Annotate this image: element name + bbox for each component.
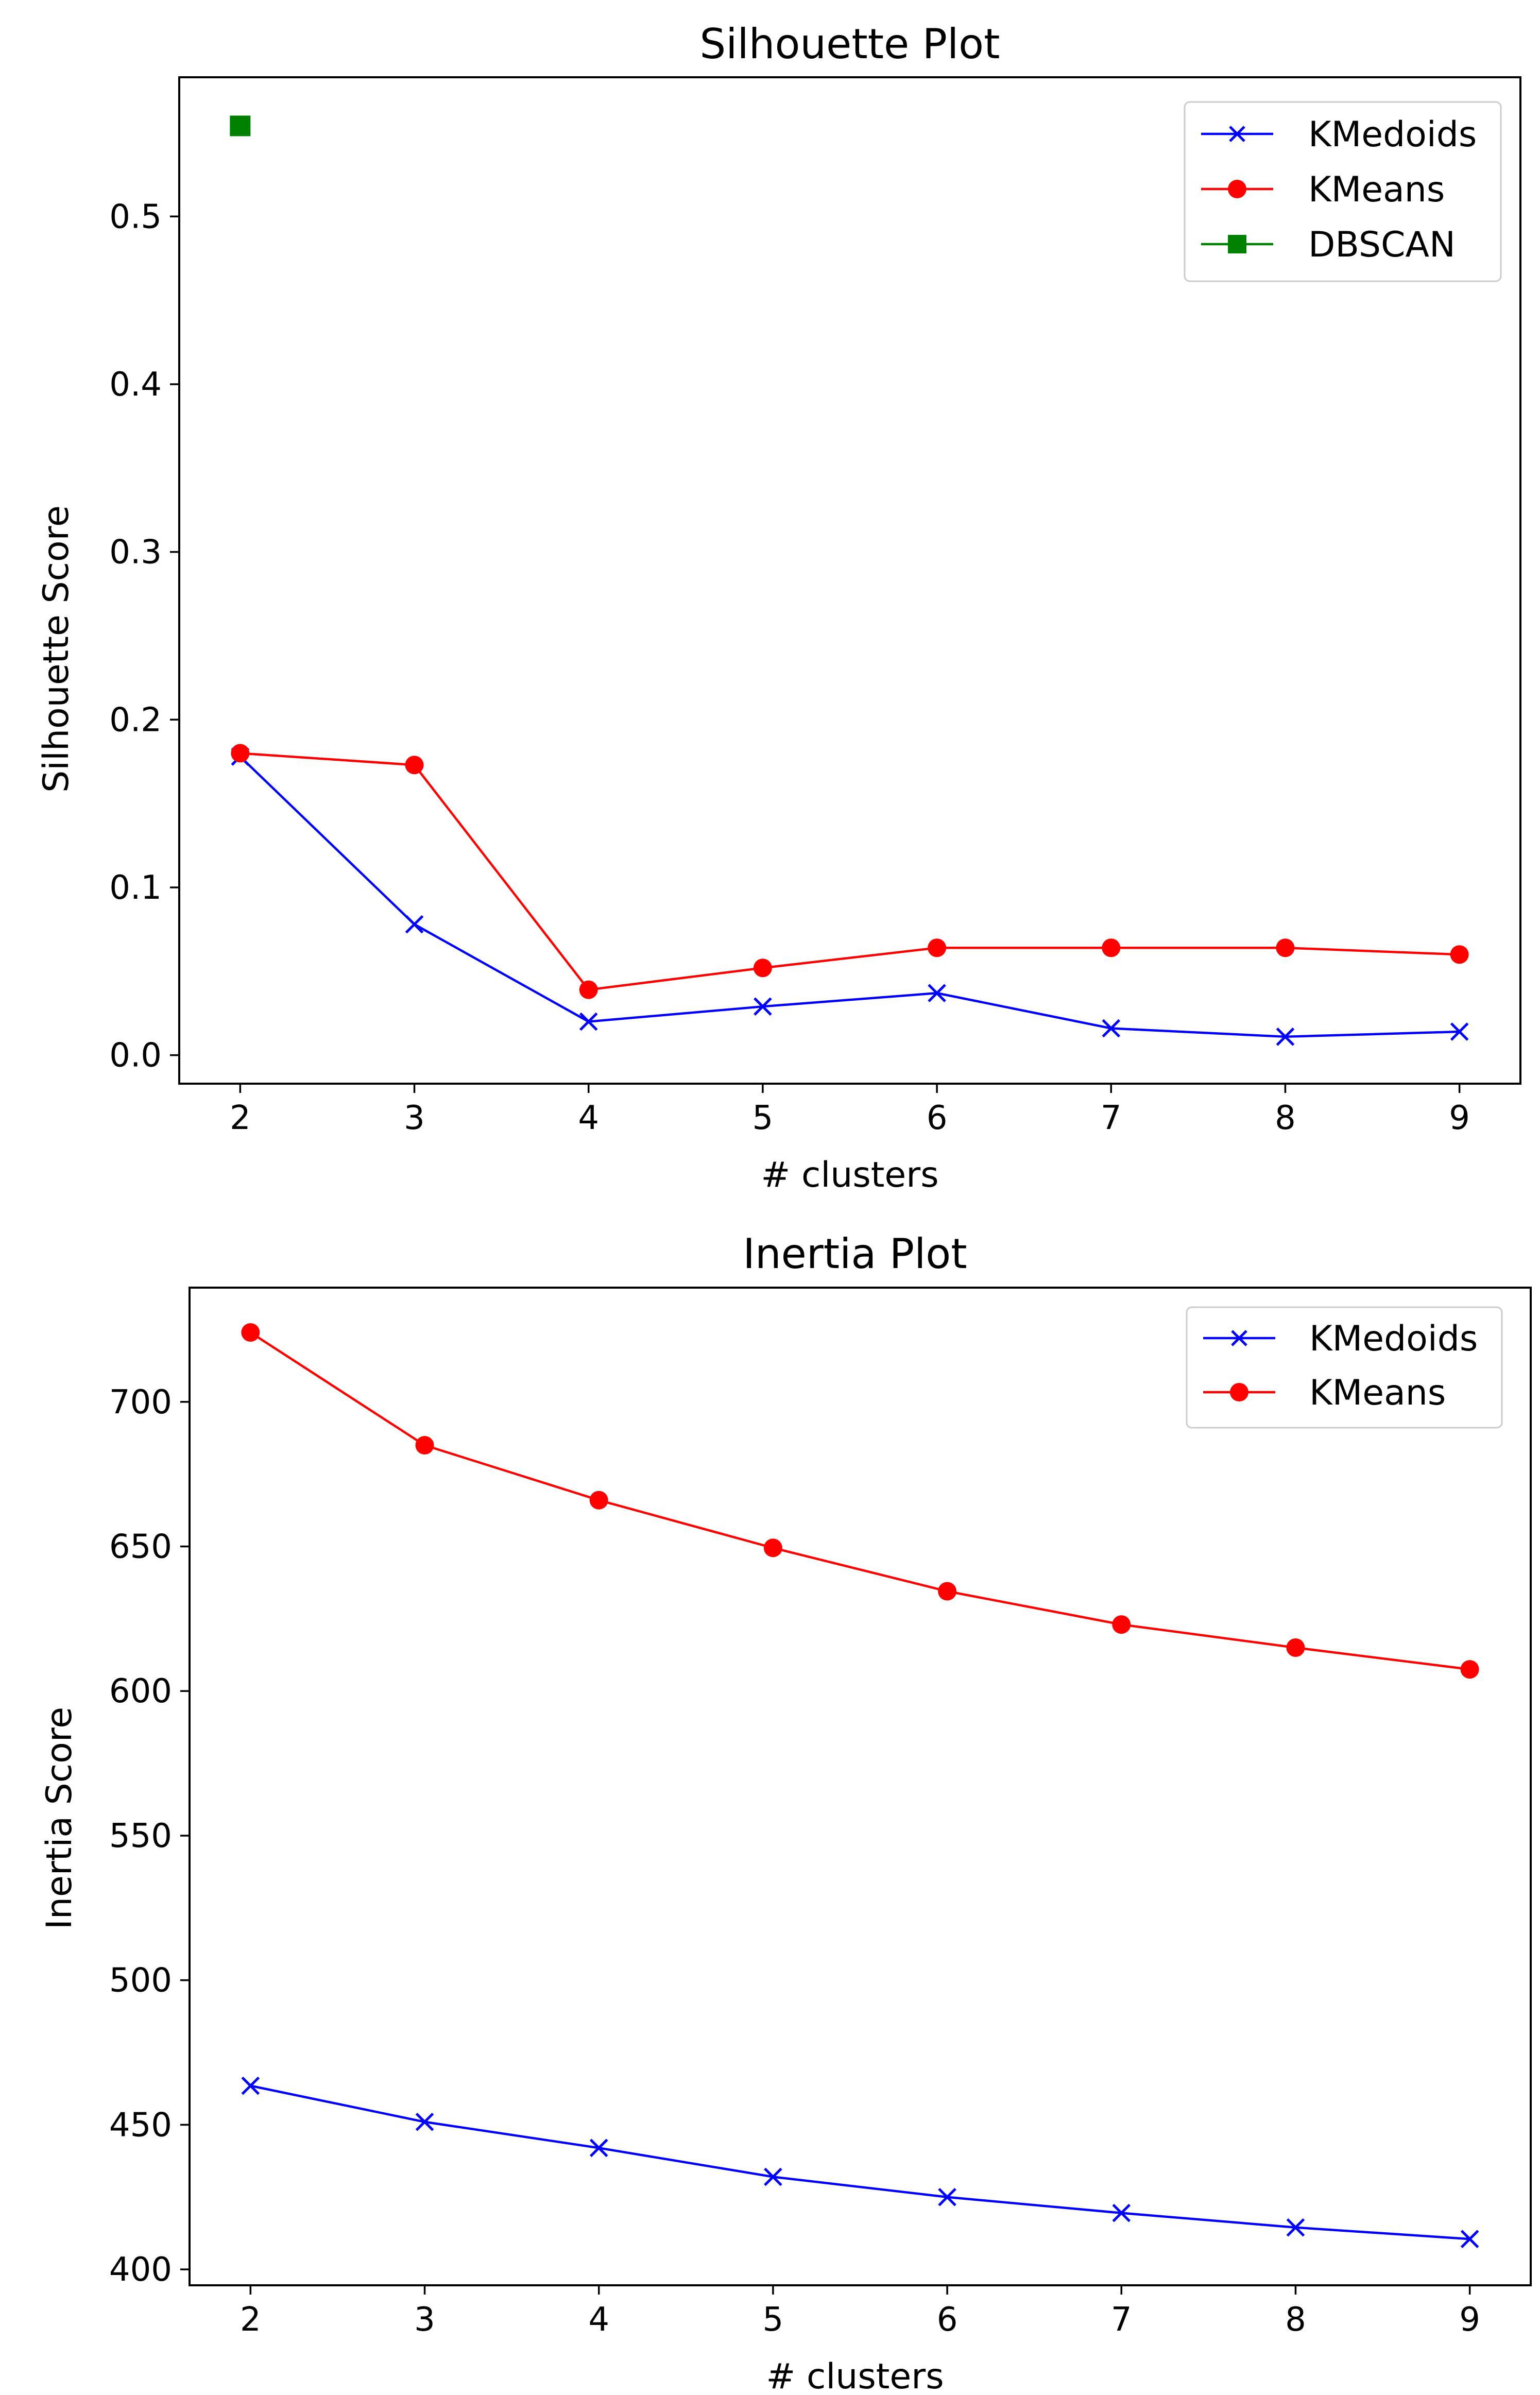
inertia-title: Inertia Plot bbox=[743, 1230, 967, 1278]
inertia-kmedoids-point bbox=[415, 2113, 434, 2131]
silhouette-xlabel: # clusters bbox=[761, 1155, 938, 1195]
inertia-x-tick-label: 9 bbox=[1459, 2301, 1480, 2339]
silhouette-kmedoids-point bbox=[928, 984, 946, 1002]
inertia-kmedoids-line bbox=[250, 2084, 1470, 2240]
silhouette-legend-kmedoids-label: KMedoids bbox=[1308, 114, 1477, 155]
silhouette-y-tick-label: 0.3 bbox=[109, 534, 162, 572]
inertia-kmedoids-point bbox=[1460, 2230, 1479, 2248]
silhouette-kmedoids-point bbox=[1102, 1019, 1121, 1038]
silhouette-kmeans-point bbox=[231, 744, 250, 763]
inertia-legend-kmeans-label: KMeans bbox=[1309, 1373, 1446, 1413]
inertia-kmedoids-point bbox=[938, 2187, 956, 2206]
inertia-series bbox=[241, 1323, 1479, 2248]
silhouette-dbscan-point bbox=[230, 115, 251, 136]
inertia-legend-kmedoids-marker bbox=[1231, 1330, 1247, 1346]
silhouette-legend-kmedoids-marker bbox=[1229, 126, 1245, 142]
inertia-kmedoids-point bbox=[764, 2167, 782, 2186]
silhouette-kmedoids-point bbox=[579, 1012, 598, 1031]
inertia-xlabel: # clusters bbox=[766, 2356, 944, 2395]
silhouette-kmeans-point bbox=[405, 756, 424, 775]
inertia-x-tick-label: 7 bbox=[1111, 2301, 1132, 2339]
inertia-kmeans-point bbox=[1112, 1615, 1131, 1634]
silhouette-kmedoids-point bbox=[1276, 1028, 1295, 1046]
silhouette-x-tick-label: 6 bbox=[927, 1099, 948, 1137]
silhouette-x-tick-label: 9 bbox=[1449, 1099, 1470, 1137]
inertia-y-tick-label: 450 bbox=[109, 2106, 172, 2144]
silhouette-legend-kmeans-marker bbox=[1228, 180, 1246, 198]
inertia-kmeans-line bbox=[250, 1331, 1470, 1671]
inertia-panel: Inertia Plot # clusters Inertia Score 2 3… bbox=[39, 1230, 1532, 2395]
silhouette-x-tick-label: 2 bbox=[230, 1099, 251, 1137]
inertia-y-tick-label: 550 bbox=[109, 1817, 172, 1855]
inertia-kmedoids-point bbox=[241, 2076, 260, 2095]
inertia-kmeans-point bbox=[938, 1582, 957, 1601]
inertia-kmedoids-point bbox=[1112, 2203, 1131, 2222]
inertia-x-tick-label: 5 bbox=[763, 2301, 784, 2339]
silhouette-x-tick-label: 5 bbox=[752, 1099, 774, 1137]
silhouette-title: Silhouette Plot bbox=[700, 20, 1000, 68]
inertia-kmeans-point bbox=[589, 1491, 608, 1510]
silhouette-kmedoids-point bbox=[1450, 1022, 1469, 1041]
silhouette-y-tick-label: 0.0 bbox=[109, 1037, 162, 1075]
inertia-x-tick-label: 8 bbox=[1285, 2301, 1306, 2339]
silhouette-y-tick-label: 0.2 bbox=[109, 701, 162, 739]
silhouette-kmeans-point bbox=[928, 938, 947, 957]
silhouette-x-tick-label: 4 bbox=[578, 1099, 599, 1137]
silhouette-kmeans-point bbox=[1276, 938, 1295, 957]
inertia-kmeans-point bbox=[1460, 1660, 1479, 1679]
inertia-kmedoids-point bbox=[1286, 2218, 1305, 2237]
silhouette-kmeans-line bbox=[240, 752, 1460, 991]
inertia-x-tick-label: 6 bbox=[937, 2301, 958, 2339]
inertia-legend-kmedoids-label: KMedoids bbox=[1309, 1319, 1478, 1359]
inertia-kmeans-point bbox=[1286, 1638, 1305, 1657]
silhouette-kmedoids-line bbox=[239, 756, 1460, 1038]
inertia-y-tick-label: 500 bbox=[109, 1962, 172, 2000]
inertia-legend-kmeans-marker bbox=[1230, 1383, 1248, 1401]
inertia-ticks: 2 3 4 5 6 7 8 9 400 450 500 550 600 650 700 bbox=[109, 1383, 1480, 2339]
silhouette-kmeans-point bbox=[1102, 938, 1121, 957]
inertia-y-tick-label: 400 bbox=[109, 2251, 172, 2289]
silhouette-kmeans-point bbox=[1450, 945, 1469, 964]
silhouette-ylabel: Silhouette Score bbox=[36, 505, 77, 793]
inertia-kmeans-point bbox=[763, 1538, 782, 1558]
silhouette-legend: KMedoids KMeans DBSCAN bbox=[1184, 101, 1502, 282]
silhouette-legend-dbscan-marker bbox=[1228, 235, 1246, 253]
silhouette-x-tick-label: 3 bbox=[404, 1099, 425, 1137]
silhouette-kmedoids-point bbox=[754, 997, 772, 1016]
silhouette-x-tick-label: 8 bbox=[1275, 1099, 1296, 1137]
silhouette-y-tick-label: 0.4 bbox=[109, 366, 162, 404]
inertia-x-tick-label: 2 bbox=[240, 2301, 261, 2339]
silhouette-series bbox=[230, 115, 1469, 1046]
silhouette-kmedoids-point bbox=[405, 915, 424, 934]
inertia-y-tick-label: 700 bbox=[109, 1383, 172, 1422]
silhouette-kmeans-point bbox=[753, 959, 772, 978]
inertia-kmeans-point bbox=[415, 1435, 434, 1455]
inertia-x-tick-label: 3 bbox=[414, 2301, 435, 2339]
silhouette-legend-dbscan-label: DBSCAN bbox=[1308, 225, 1456, 265]
silhouette-y-tick-label: 0.5 bbox=[109, 198, 162, 236]
inertia-legend: KMedoids KMeans bbox=[1186, 1306, 1503, 1429]
inertia-ylabel: Inertia Score bbox=[39, 1707, 80, 1929]
inertia-kmeans-point bbox=[241, 1323, 260, 1342]
silhouette-axes-frame bbox=[178, 76, 1521, 1085]
silhouette-panel: Silhouette Plot # clusters Silhouette Sc… bbox=[36, 20, 1521, 1195]
silhouette-legend-kmeans-label: KMeans bbox=[1308, 169, 1445, 210]
silhouette-y-tick-label: 0.1 bbox=[109, 869, 162, 907]
silhouette-kmeans-point bbox=[579, 980, 598, 999]
silhouette-legend-box bbox=[1184, 101, 1502, 282]
silhouette-x-tick-label: 7 bbox=[1101, 1099, 1122, 1137]
silhouette-ticks: 2 3 4 5 6 7 8 9 0.0 0.1 0.2 0.3 0.4 0.5 bbox=[109, 198, 1470, 1137]
inertia-kmedoids-point bbox=[589, 2139, 608, 2158]
inertia-y-tick-label: 600 bbox=[109, 1672, 172, 1710]
inertia-axes-frame bbox=[189, 1287, 1532, 2286]
inertia-x-tick-label: 4 bbox=[588, 2301, 609, 2339]
inertia-y-tick-label: 650 bbox=[109, 1528, 172, 1566]
